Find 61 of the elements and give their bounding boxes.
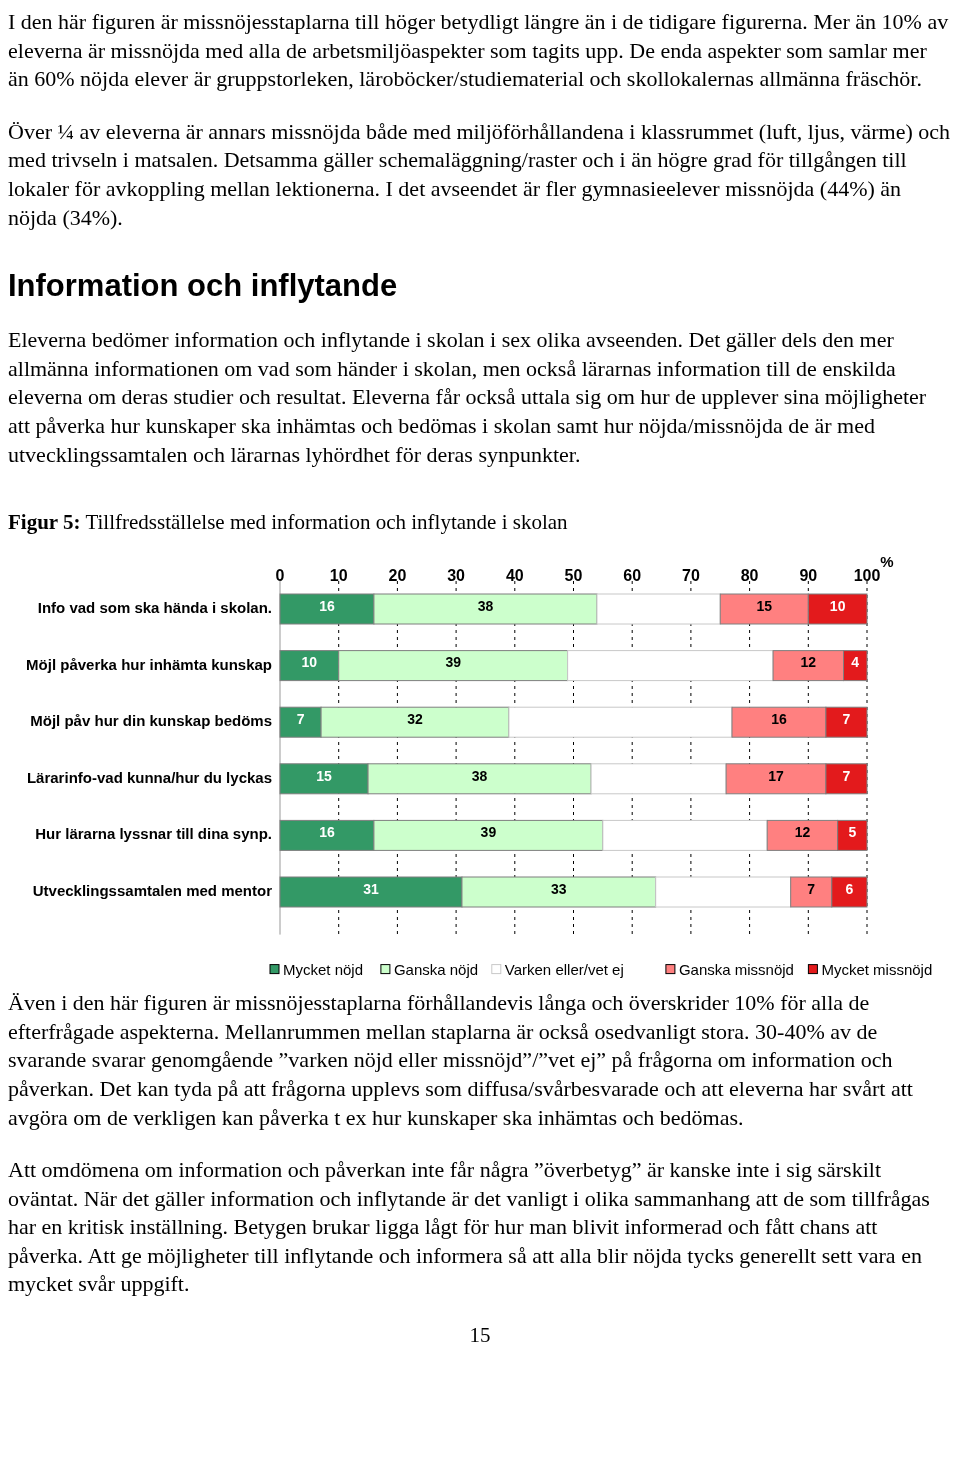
- data-label: 16: [319, 597, 335, 614]
- x-tick-label: 80: [740, 567, 759, 585]
- data-label: 38: [471, 767, 488, 784]
- data-label: 33: [551, 880, 567, 897]
- x-tick-label: 0: [275, 567, 285, 585]
- legend-label: Mycket nöjd: [283, 960, 364, 978]
- x-axis-title: %: [880, 553, 894, 571]
- data-label: 5: [848, 824, 857, 841]
- bar: [508, 706, 733, 738]
- legend-label: Mycket missnöjd: [821, 960, 933, 978]
- data-label: 4: [851, 654, 860, 671]
- chart-title: Figur 5: Tillfredsställelse med information och inflytande i skolan: [8, 510, 569, 535]
- data-label: 31: [363, 880, 379, 897]
- y-tick-label: Utvecklingssamtalen med mentor: [32, 882, 273, 900]
- bar: [596, 593, 721, 625]
- data-label: 7: [807, 880, 816, 897]
- legend-label: Varken eller/vet ej: [504, 960, 624, 978]
- data-label: 12: [794, 824, 811, 841]
- legend-label: Ganska nöjd: [393, 960, 479, 978]
- bar: [590, 763, 727, 795]
- x-tick-label: 70: [682, 567, 700, 585]
- text: Även i den här figuren är missnöjesstaplarna förhållandevis långa och överskrider 10% för alla de efterfrågade aspekterna. Mellanrummen mellan staplarna är också osedvanligt stora. 30-40% av de svarande svarar genomgående ”varken nöjd eller missnöjd”/”vet ej” på frågorna om information och påverkan. Det kan tyda på att frågorna upplevs som diffusa/svårbesvarade och att eleverna har svårt att avgöra om de verkligen kan påverka t ex hur kunskaper ska inhämtas och bedömas.: [8, 989, 914, 1132]
- bar: [567, 650, 774, 682]
- text: Eleverna bedömer information och inflytande i skolan i sex olika avseenden. Det gäller dels den mer allmänna informationen om vad som händer i skolan, men också lärarnas information till de enskilda eleverna om deras studier och resultat. Eleverna får också uttala sig om hur de upplever sina möjligheter att påverka hur kunskaper ska inhämtas och bedömas i skolan samt hur nöjda/missnöjda de är med utvecklingssamtalen och lärarnas lyhördhet för deras synpunkter.: [8, 326, 928, 469]
- text: Information och inflytande: [8, 268, 399, 305]
- data-label: 6: [845, 880, 854, 897]
- bar: [602, 820, 768, 852]
- data-label: 10: [301, 654, 318, 671]
- x-tick-label: 90: [799, 567, 818, 585]
- data-label: 7: [296, 711, 305, 728]
- data-label: 16: [319, 824, 335, 841]
- y-tick-label: Lärarinfo-vad kunna/hur du lyckas: [26, 768, 272, 786]
- data-label: 39: [480, 824, 497, 841]
- x-tick-label: 50: [564, 567, 583, 585]
- data-label: 39: [445, 654, 462, 671]
- text: Över ¼ av eleverna är annars missnöjda både med miljöförhållandena i klassrummet (luft, ljus, värme) och med trivseln i matsalen. Detsamma gäller schemaläggning/raster och i än högre grad för tillgången till lokaler för avkoppling mellan lektionerna. I det avseendet är fler gymnasieelever missnöjda (44%) än nöjda (34%).: [8, 117, 952, 232]
- bar: [655, 876, 792, 908]
- data-label: 17: [768, 767, 785, 784]
- legend-label: Ganska missnöjd: [678, 960, 794, 978]
- text: 15: [468, 1323, 492, 1349]
- data-label: 15: [756, 597, 773, 614]
- x-tick-label: 60: [623, 567, 642, 585]
- data-label: 12: [800, 654, 817, 671]
- data-label: 32: [407, 711, 424, 728]
- text: Att omdömena om information och påverkan inte får några ”överbetyg” är kanske inte i sig särskilt oväntat. När det gäller information och inflytande är det vanligt i olika sammanhang att de som tillfrågas har en kritisk inställning. Betygen brukar ligga lågt för hur man blivit informerad och fått chans att påverka. Att ge möjligheter till inflytande och informera så att alla blir nöjda tycks generellt sett vara en mycket svår uppgift.: [8, 1156, 931, 1299]
- x-tick-label: 100: [853, 567, 881, 585]
- data-label: 7: [842, 711, 851, 728]
- data-label: 15: [316, 767, 333, 784]
- y-tick-label: Möjl påv hur din kunskap bedöms: [30, 712, 272, 730]
- x-tick-label: 10: [329, 567, 348, 585]
- x-tick-label: 20: [388, 567, 407, 585]
- x-tick-label: 40: [505, 567, 524, 585]
- data-label: 10: [829, 597, 846, 614]
- x-tick-label: 30: [447, 567, 466, 585]
- data-label: 16: [771, 711, 787, 728]
- data-label: 38: [477, 597, 494, 614]
- text: I den här figuren är missnöjesstaplarna till höger betydligt längre än i de tidigare figurerna. Mer än 10% av eleverna är missnöjda med alla de arbetsmiljöaspekter som tagits upp. De enda aspekter som samlar mer än 60% nöjda elever är gruppstorleken, läroböcker/studiematerial och skollokalernas allmänna fräschör.: [8, 8, 950, 94]
- y-tick-label: Hur lärarna lyssnar till dina synp.: [35, 825, 272, 843]
- y-tick-label: Möjl påverka hur inhämta kunskap: [26, 655, 272, 673]
- y-tick-label: Info vad som ska hända i skolan.: [37, 599, 272, 617]
- data-label: 7: [842, 767, 851, 784]
